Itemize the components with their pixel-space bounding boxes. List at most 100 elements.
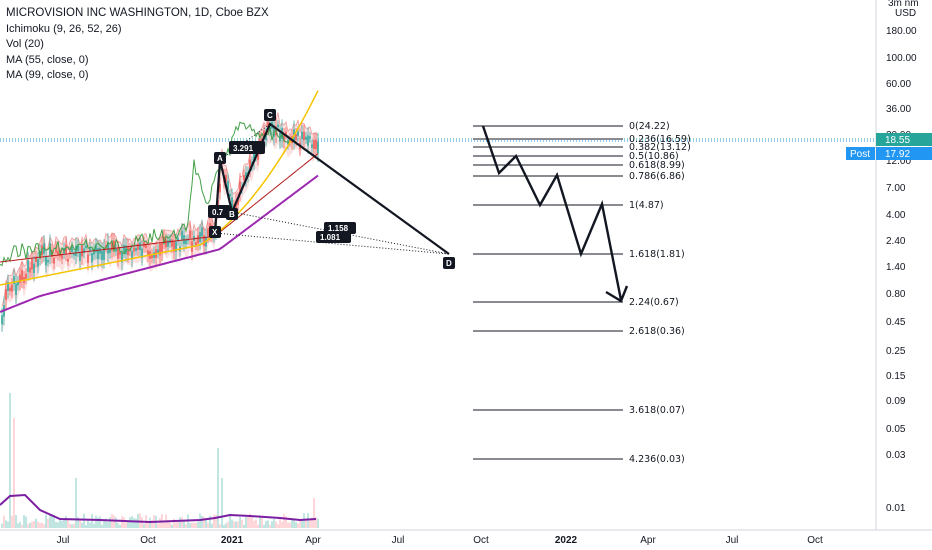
volume-bar [305, 520, 307, 528]
price-tick-label: 60.00 [886, 79, 911, 90]
price-tick-label: 0.03 [886, 450, 906, 461]
fib-extension[interactable]: 0(24.22) 0.236(16.59)0.382(13.12)0.5(10.8… [473, 121, 691, 465]
price-tick-label: 4.00 [886, 210, 906, 221]
volume-bar [109, 517, 111, 528]
volume-bar [287, 522, 289, 528]
price-axis[interactable]: 3m nm USD 180.00100.0060.0036.0020.0012.… [846, 0, 932, 514]
candle-body [303, 131, 305, 140]
time-tick-label: Apr [640, 535, 656, 546]
volume-bar [105, 518, 107, 528]
volume-bar [259, 515, 261, 528]
candle-body [97, 248, 99, 260]
candle-body [17, 281, 19, 286]
volume-bar [291, 519, 293, 528]
volume-bar [99, 516, 101, 528]
volume-bar [135, 518, 137, 528]
point-c[interactable]: C [264, 109, 276, 121]
indicator-lines [0, 90, 319, 313]
point-a[interactable]: A [214, 152, 226, 164]
candle-body [83, 248, 85, 253]
candle-body [285, 131, 287, 135]
volume-bar [53, 515, 55, 528]
currency-label: USD [895, 8, 916, 19]
candle-body [305, 136, 307, 140]
candle-body [87, 254, 89, 263]
volume-bar [79, 518, 81, 528]
candle-body [103, 248, 105, 260]
time-axis[interactable]: Jul Oct 2021 Apr Jul Oct 2022 Apr Jul Oct [57, 535, 823, 546]
volume-bar [49, 513, 51, 528]
fib-level-label: 0.618(8.99) [629, 160, 685, 171]
candle-body [199, 232, 201, 242]
candle-body [1, 315, 3, 325]
volume-bar [223, 525, 225, 528]
volume-bar [213, 514, 215, 528]
candles [1, 115, 319, 332]
volume-bar [181, 517, 183, 528]
candle-body [219, 184, 221, 193]
xb-dotted [214, 232, 450, 255]
candle-body [225, 175, 227, 182]
candle-body [77, 245, 79, 252]
candle-body [307, 135, 309, 146]
volume-bar [289, 522, 291, 528]
candle-body [89, 246, 91, 251]
ratio-ab-text: 0.7 [212, 208, 224, 217]
time-tick-label: 2022 [555, 535, 578, 546]
candle-body [133, 247, 135, 252]
price-tick-label: 0.05 [886, 424, 906, 435]
volume-bar [107, 522, 109, 528]
volume-bar [71, 524, 73, 528]
candle-body [195, 242, 197, 246]
ma55-line [0, 90, 319, 286]
volume-bar [253, 520, 255, 528]
candle-body [47, 260, 49, 263]
last-price-tag [876, 133, 932, 146]
volume-bar [127, 521, 129, 528]
candle-body [113, 240, 115, 250]
time-tick-label: 2021 [221, 535, 244, 546]
volume-bar [203, 516, 205, 528]
candle-body [249, 159, 251, 170]
volume-bar [19, 522, 21, 528]
point-d[interactable]: D [443, 257, 455, 269]
volume-bar [45, 514, 47, 528]
point-b[interactable]: B [226, 208, 238, 220]
legend-vol[interactable]: Vol (20) [6, 38, 44, 50]
volume-bar [83, 513, 85, 528]
volume-bar [143, 523, 145, 528]
projection-path[interactable] [481, 125, 629, 303]
legend-ichimoku[interactable]: Ichimoku (9, 26, 52, 26) [6, 22, 122, 35]
point-x[interactable]: X [209, 226, 221, 238]
post-label-text: Post [850, 149, 870, 160]
volume-bar [239, 517, 241, 528]
ichimoku-lagging-span [0, 121, 291, 267]
fib-level-label: 2.24(0.67) [629, 297, 679, 308]
candle-body [231, 197, 233, 210]
volume-bar [267, 520, 269, 528]
volume-bar [159, 518, 161, 528]
volume-bar [93, 523, 95, 528]
symbol-title[interactable]: MICROVISION INC WASHINGTON, 1D, Cboe BZX [6, 7, 269, 19]
price-tick-label: 36.00 [886, 104, 911, 115]
volume-bar [299, 519, 301, 528]
legend-ma99[interactable]: MA (99, close, 0) [6, 69, 89, 81]
volume-bar [293, 519, 295, 528]
price-tick-label: 2.40 [886, 236, 906, 247]
volume-bar [255, 519, 257, 528]
volume-bar [15, 515, 17, 528]
volume-bar [169, 522, 171, 528]
volume-bar [263, 524, 265, 528]
time-tick-label: Jul [392, 535, 405, 546]
volume-bar [29, 522, 31, 528]
volume-bar [257, 524, 259, 528]
ratio-bc: 3.291 [229, 141, 265, 154]
candle-body [175, 241, 177, 252]
volume-bar [115, 517, 117, 528]
volume-bar [189, 523, 191, 528]
volume-bar [275, 521, 277, 528]
candle-body [237, 198, 239, 205]
legend-ma55[interactable]: MA (55, close, 0) [6, 53, 89, 66]
volume-bar [205, 519, 207, 528]
